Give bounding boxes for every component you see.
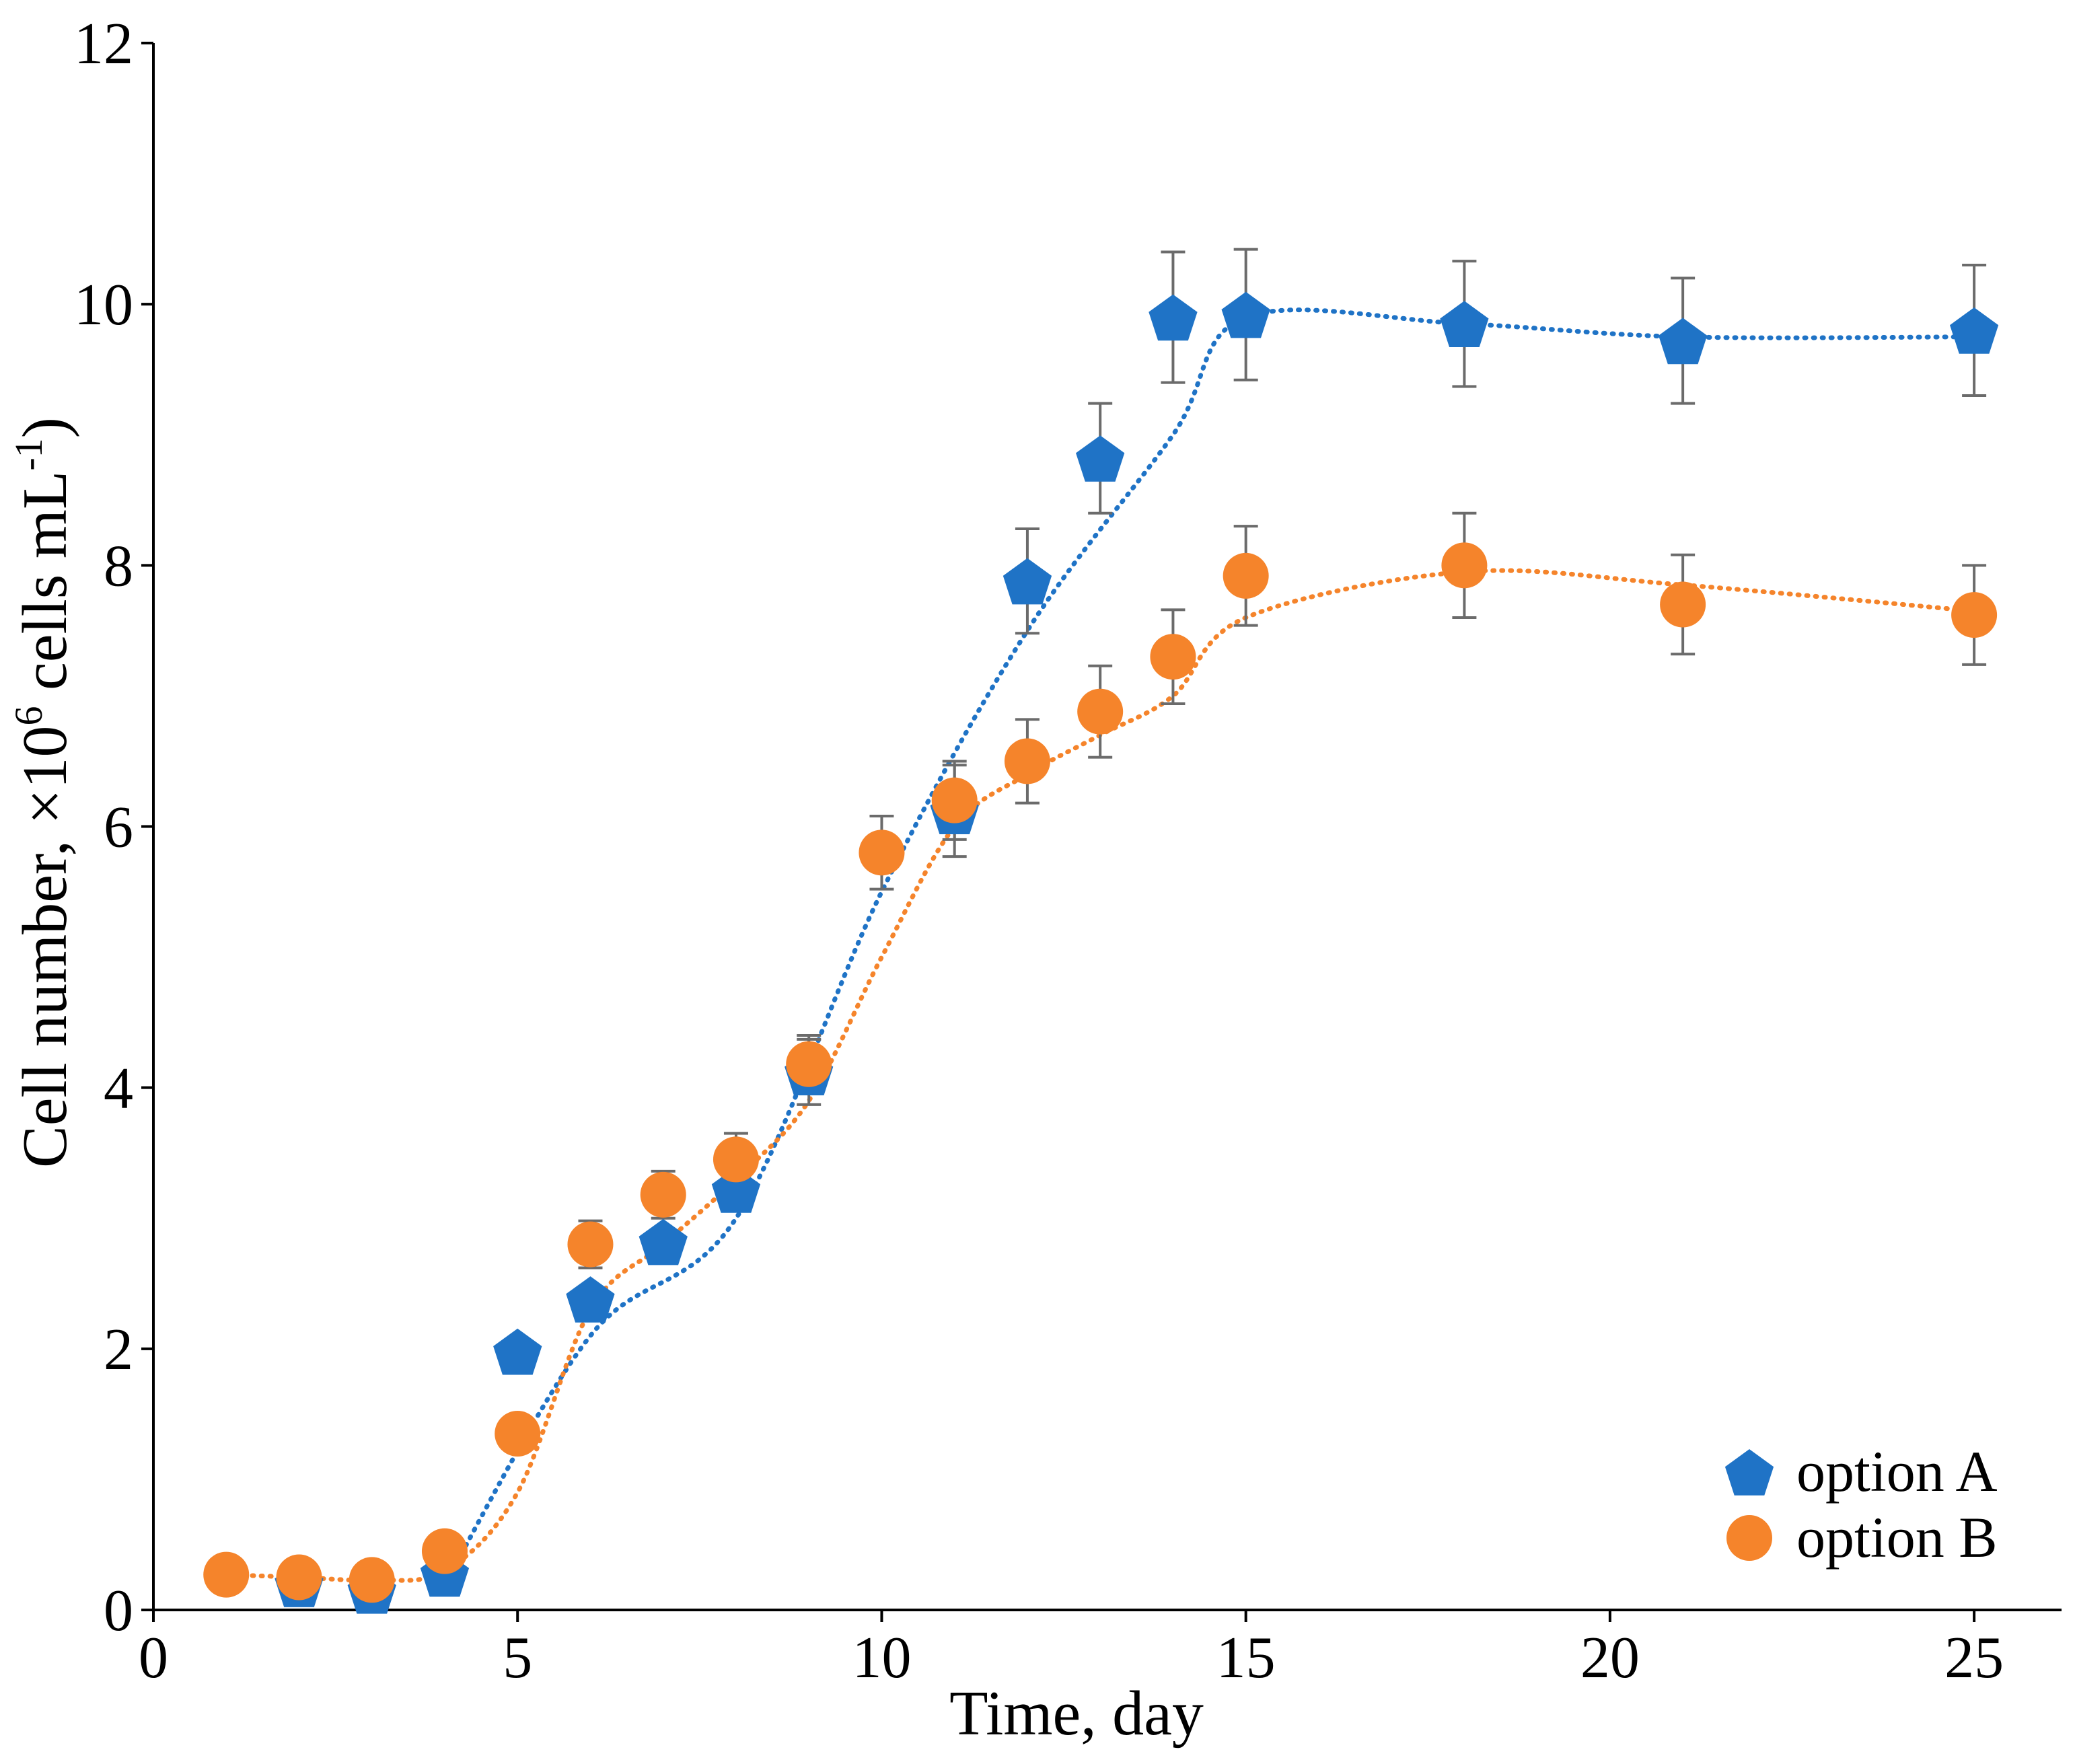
point-option-a xyxy=(493,1328,542,1375)
point-option-b xyxy=(1077,688,1124,735)
point-option-b xyxy=(931,777,978,823)
y-axis-title-suffix: ) xyxy=(10,417,80,438)
point-option-b xyxy=(1441,542,1488,589)
trend-line-series-1 xyxy=(442,307,1977,1586)
point-option-b xyxy=(640,1171,686,1218)
x-tick-label: 0 xyxy=(139,1625,168,1691)
y-tick-label: 10 xyxy=(74,272,133,338)
y-tick-label: 4 xyxy=(104,1056,133,1122)
point-option-b xyxy=(421,1528,468,1574)
y-tick-label: 6 xyxy=(104,795,133,860)
point-option-a xyxy=(639,1218,688,1265)
y-axis-title-middle: cells mL xyxy=(10,471,80,706)
point-option-b xyxy=(786,1041,832,1087)
point-option-a xyxy=(1440,301,1489,347)
point-option-b xyxy=(203,1551,250,1598)
y-tick-label: 12 xyxy=(74,11,133,77)
axes xyxy=(152,43,2062,1611)
point-option-b xyxy=(349,1557,395,1603)
point-option-b xyxy=(1150,634,1196,680)
point-option-b xyxy=(1660,581,1706,628)
y-tick-label: 8 xyxy=(104,534,133,599)
point-option-b xyxy=(1951,592,1998,638)
legend-marker-option-a xyxy=(1724,1449,1774,1496)
x-tick-label: 5 xyxy=(503,1625,532,1691)
point-option-b xyxy=(859,830,905,876)
point-option-a xyxy=(1003,558,1052,605)
y-axis-title-exp2: -1 xyxy=(7,438,50,470)
x-tick-label: 20 xyxy=(1580,1625,1640,1691)
legend-label-series-2: option B xyxy=(1796,1505,1998,1570)
y-axis-title-prefix: Cell number, ×10 xyxy=(10,725,80,1168)
y-tick-label: 0 xyxy=(104,1578,133,1644)
x-axis-title: Time, day xyxy=(949,1679,1204,1749)
point-option-a xyxy=(1659,318,1708,365)
point-option-b xyxy=(276,1554,322,1601)
point-option-a xyxy=(1149,294,1198,341)
y-axis-title: Cell number, ×106 cells mL-1) xyxy=(7,417,80,1168)
y-axis-title-exp1: 6 xyxy=(7,706,50,725)
point-option-b xyxy=(495,1410,541,1457)
x-tick-label: 10 xyxy=(852,1625,911,1691)
data-markers xyxy=(203,291,1999,1614)
x-tick-label: 25 xyxy=(1944,1625,2004,1691)
point-option-a xyxy=(1221,291,1270,338)
point-option-a xyxy=(1950,307,1999,354)
point-option-a xyxy=(566,1276,615,1323)
legend-label-series-1: option A xyxy=(1796,1439,1998,1504)
x-tick-label: 15 xyxy=(1216,1625,1276,1691)
point-option-b xyxy=(713,1136,759,1183)
point-option-a xyxy=(1076,435,1125,482)
y-tick-label: 2 xyxy=(104,1317,133,1383)
legend-marker-option-b xyxy=(1726,1515,1772,1561)
point-option-b xyxy=(1004,738,1050,784)
ticks: 0 5 10 15 20 25 0 2 4 6 8 10 12 xyxy=(74,11,2004,1691)
point-option-b xyxy=(1223,552,1269,599)
point-option-b xyxy=(567,1221,614,1267)
